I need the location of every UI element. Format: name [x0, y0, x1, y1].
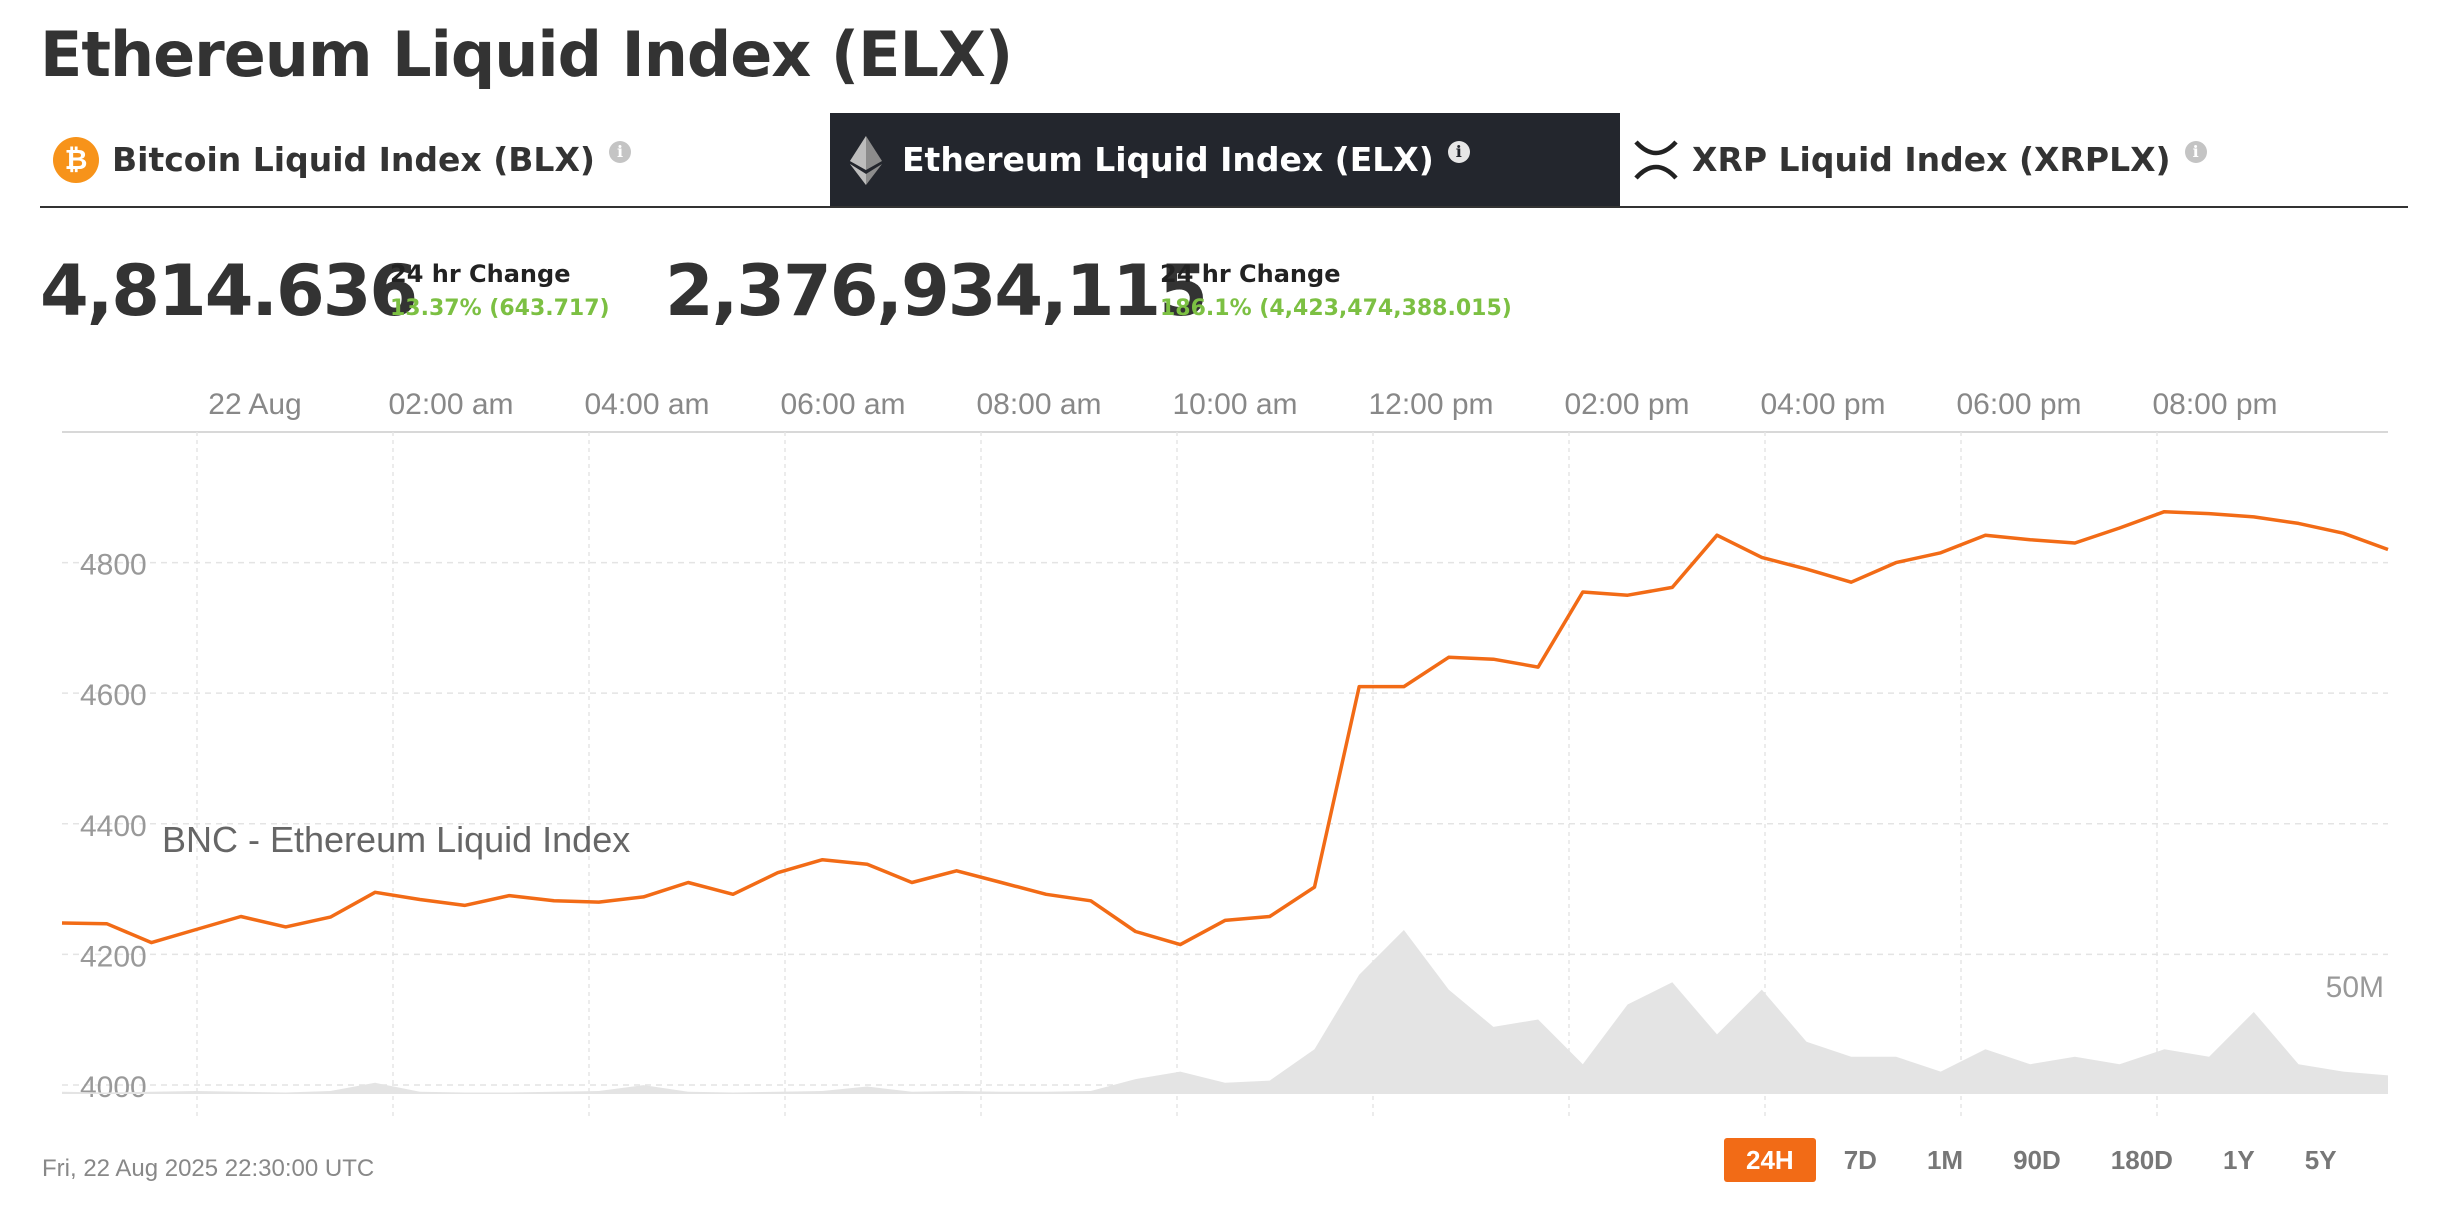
tab-ethereum-label: Ethereum Liquid Index (ELX): [902, 140, 1434, 179]
tab-bitcoin[interactable]: ₿ Bitcoin Liquid Index (BLX) i: [40, 113, 830, 206]
tab-xrp-label: XRP Liquid Index (XRPLX): [1692, 140, 2171, 179]
x-tick-label: 10:00 am: [1172, 388, 1297, 421]
tab-bitcoin-label: Bitcoin Liquid Index (BLX): [112, 140, 595, 179]
range-button-1y[interactable]: 1Y: [2222, 1144, 2255, 1175]
range-button-7d[interactable]: 7D: [1843, 1144, 1877, 1175]
x-tick-label: 08:00 am: [976, 388, 1101, 421]
x-tick-label: 04:00 pm: [1760, 388, 1885, 421]
info-icon[interactable]: i: [608, 140, 631, 163]
y-tick-label: 4200: [80, 940, 147, 973]
volume-change: 186.1% (4,423,474,388.015): [1160, 296, 1512, 321]
volume-value: 2,376,934,115: [665, 250, 1208, 332]
x-tick-label: 02:00 am: [388, 388, 513, 421]
price-change-label: 24 hr Change: [390, 260, 571, 288]
svg-text:₿: ₿: [65, 143, 88, 176]
xrp-icon: [1632, 136, 1680, 184]
range-button-90d[interactable]: 90D: [2013, 1144, 2061, 1175]
volume-change-label: 24 hr Change: [1160, 260, 1341, 288]
index-tabs: ₿ Bitcoin Liquid Index (BLX) i Ethereum …: [40, 113, 2408, 208]
volume-area: [62, 930, 2388, 1094]
price-change: 13.37% (643.717): [390, 296, 610, 321]
x-tick-label: 04:00 am: [584, 388, 709, 421]
x-tick-label: 12:00 pm: [1368, 388, 1493, 421]
volume-scale-label: 50M: [2326, 971, 2384, 1004]
y-tick-label: 4600: [80, 679, 147, 712]
chart-timestamp: Fri, 22 Aug 2025 22:30:00 UTC: [42, 1155, 375, 1182]
info-icon[interactable]: i: [2184, 140, 2207, 163]
x-tick-label: 06:00 am: [780, 388, 905, 421]
range-button-1m[interactable]: 1M: [1926, 1144, 1964, 1175]
series-label: BNC - Ethereum Liquid Index: [162, 819, 630, 860]
range-button-180d[interactable]: 180D: [2110, 1144, 2173, 1175]
price-chart[interactable]: 22 Aug 02:00 am 04:00 am 06:00 am 08:00 am 10…: [0, 360, 2442, 1130]
y-tick-label: 4800: [80, 549, 147, 582]
x-tick-label: 22 Aug: [208, 388, 301, 421]
x-tick-label: 02:00 pm: [1564, 388, 1689, 421]
x-tick-label: 06:00 pm: [1956, 388, 2081, 421]
price-line: [61, 509, 2389, 947]
x-tick-label: 08:00 pm: [2152, 388, 2277, 421]
range-button-5y[interactable]: 5Y: [2304, 1144, 2337, 1175]
bitcoin-icon: ₿: [52, 136, 100, 184]
range-selector: 24H 7D 1M 90D 180D 1Y 5Y: [1724, 1138, 2365, 1182]
page-title: Ethereum Liquid Index (ELX): [40, 18, 1013, 91]
tab-xrp[interactable]: XRP Liquid Index (XRPLX) i: [1620, 113, 2410, 206]
y-tick-label: 4400: [80, 810, 147, 843]
tab-ethereum[interactable]: Ethereum Liquid Index (ELX) i: [830, 113, 1620, 206]
y-tick-label: 4000: [80, 1071, 147, 1104]
info-icon[interactable]: i: [1447, 140, 1470, 163]
price-value: 4,814.636: [40, 250, 418, 332]
range-button-24h[interactable]: 24H: [1724, 1138, 1816, 1182]
ethereum-icon: [842, 135, 890, 185]
